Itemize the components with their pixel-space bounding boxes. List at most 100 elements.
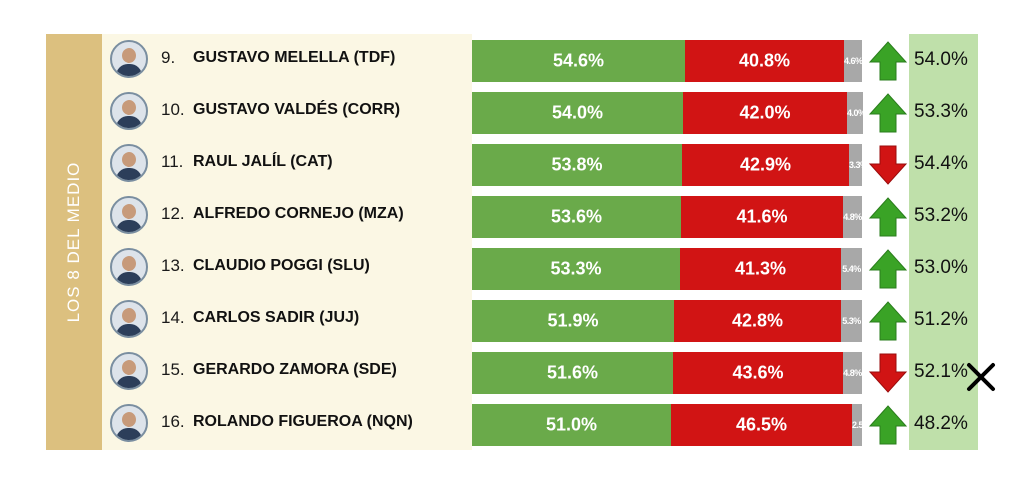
reject-bar: 42.0% — [683, 92, 847, 134]
table-row: 9. GUSTAVO MELELLA (TDF) 54.6% 40.8% 4.6% 54.… — [46, 34, 978, 86]
avatar — [110, 352, 148, 390]
previous-value: 48.2% — [914, 413, 968, 434]
reject-bar: 40.8% — [685, 40, 844, 82]
previous-value: 52.1% — [914, 361, 968, 382]
undecided-bar: 2.5 — [852, 404, 864, 446]
reject-bar: 46.5% — [671, 404, 852, 446]
approve-bar: 54.0% — [472, 92, 683, 134]
previous-value: 53.0% — [914, 257, 968, 278]
undecided-bar: 5.3% — [841, 300, 862, 342]
table-row: 12. ALFREDO CORNEJO (MZA) 53.6% 41.6% 4.8% 53… — [46, 190, 978, 242]
undecided-bar: 5.4% — [841, 248, 862, 290]
undecided-bar-label: 5.4% — [842, 264, 861, 274]
reject-bar-label: 43.6% — [732, 362, 784, 383]
approve-bar: 53.3% — [472, 248, 680, 290]
reject-bar-label: 42.8% — [731, 310, 784, 331]
reject-bar: 42.8% — [674, 300, 841, 342]
rank-label: 9. — [161, 48, 176, 67]
approve-bar: 51.0% — [472, 404, 671, 446]
approve-bar-label: 51.0% — [545, 414, 598, 435]
rank-label: 15. — [161, 360, 185, 379]
undecided-bar: 4.8% — [843, 352, 862, 394]
undecided-bar-label: 4.8% — [843, 368, 862, 378]
undecided-bar: 4.8% — [843, 196, 862, 238]
approve-bar: 53.8% — [472, 144, 682, 186]
rank-label: 12. — [161, 204, 185, 223]
rank-label: 14. — [161, 308, 185, 327]
undecided-bar-label: 4.8% — [843, 212, 862, 222]
approve-bar-label: 54.0% — [551, 102, 604, 123]
previous-value: 53.3% — [914, 101, 968, 122]
reject-bar: 41.3% — [680, 248, 841, 290]
side-band: LOS 8 DEL MEDIO — [46, 34, 102, 450]
approve-bar: 53.6% — [472, 196, 681, 238]
approve-bar-label: 53.8% — [551, 154, 603, 175]
governor-name: ROLANDO FIGUEROA (NQN) — [193, 413, 413, 430]
governor-name: GUSTAVO VALDÉS (CORR) — [193, 101, 401, 118]
previous-value: 54.4% — [914, 153, 968, 174]
close-icon[interactable] — [964, 360, 998, 394]
table-row: 13. CLAUDIO POGGI (SLU) 53.3% 41.3% 5.4% 53.0… — [46, 242, 978, 294]
previous-column — [909, 34, 978, 450]
avatar — [110, 92, 148, 130]
governor-name: GERARDO ZAMORA (SDE) — [193, 361, 397, 378]
undecided-bar: 3.3% — [849, 144, 868, 186]
reject-bar-label: 41.3% — [734, 258, 787, 279]
governor-name: GUSTAVO MELELLA (TDF) — [193, 49, 396, 66]
arrow-up-icon — [868, 41, 908, 81]
reject-bar: 42.9% — [682, 144, 849, 186]
name-panel — [102, 34, 472, 450]
rank-label: 10. — [161, 100, 185, 119]
avatar — [110, 404, 148, 442]
approve-bar-label: 51.6% — [546, 362, 599, 383]
undecided-bar-label: 4.6% — [844, 56, 863, 66]
approve-bar-label: 53.3% — [550, 258, 602, 279]
undecided-bar-label: 5.3% — [842, 316, 861, 326]
arrow-up-icon — [868, 93, 908, 133]
rank-label: 16. — [161, 412, 185, 431]
reject-bar-label: 42.0% — [739, 102, 791, 123]
avatar — [110, 144, 148, 182]
rank-label: 11. — [161, 152, 184, 171]
table-row: 14. CARLOS SADIR (JUJ) 51.9% 42.8% 5.3% 51.2% — [46, 294, 978, 346]
approve-bar: 51.6% — [472, 352, 673, 394]
previous-value: 53.2% — [914, 205, 968, 226]
avatar — [110, 300, 148, 338]
arrow-up-icon — [868, 197, 908, 237]
avatar — [110, 40, 148, 78]
undecided-bar-label: 2.5 — [852, 420, 864, 430]
avatar — [110, 196, 148, 234]
governor-name: ALFREDO CORNEJO (MZA) — [193, 205, 404, 222]
governor-name: RAUL JALÍL (CAT) — [193, 153, 333, 170]
table-row: 15. GERARDO ZAMORA (SDE) 51.6% 43.6% 4.8% 52.… — [46, 346, 978, 398]
approve-bar-label: 53.6% — [550, 206, 603, 227]
undecided-bar: 4.0% — [847, 92, 866, 134]
arrow-up-icon — [868, 405, 908, 445]
arrow-up-icon — [868, 301, 908, 341]
undecided-bar-label: 3.3% — [849, 160, 868, 170]
table-row: 16. ROLANDO FIGUEROA (NQN) 51.0% 46.5% 2.5 48… — [46, 398, 978, 450]
reject-bar-label: 40.8% — [738, 50, 791, 71]
ranking-panel: LOS 8 DEL MEDIO 9. GUSTAVO MELELLA (TDF) 5… — [46, 34, 978, 450]
undecided-bar: 4.6% — [844, 40, 863, 82]
approve-bar: 54.6% — [472, 40, 685, 82]
arrow-down-icon — [868, 145, 908, 185]
undecided-bar-label: 4.0% — [847, 108, 866, 118]
previous-value: 54.0% — [914, 49, 968, 70]
arrow-up-icon — [868, 249, 908, 289]
reject-bar: 41.6% — [681, 196, 843, 238]
arrow-down-icon — [868, 353, 908, 393]
approve-bar: 51.9% — [472, 300, 674, 342]
avatar — [110, 248, 148, 286]
reject-bar-label: 46.5% — [735, 414, 788, 435]
previous-value: 51.2% — [914, 309, 968, 330]
table-row: 10. GUSTAVO VALDÉS (CORR) 54.0% 42.0% 4.0% 53… — [46, 86, 978, 138]
reject-bar: 43.6% — [673, 352, 843, 394]
governor-name: CARLOS SADIR (JUJ) — [193, 309, 360, 326]
approve-bar-label: 54.6% — [552, 50, 605, 71]
reject-bar-label: 41.6% — [736, 206, 788, 227]
table-row: 11. RAUL JALÍL (CAT) 53.8% 42.9% 3.3% 54.4% — [46, 138, 978, 190]
reject-bar-label: 42.9% — [739, 154, 792, 175]
approve-bar-label: 51.9% — [547, 310, 599, 331]
rank-label: 13. — [161, 256, 185, 275]
